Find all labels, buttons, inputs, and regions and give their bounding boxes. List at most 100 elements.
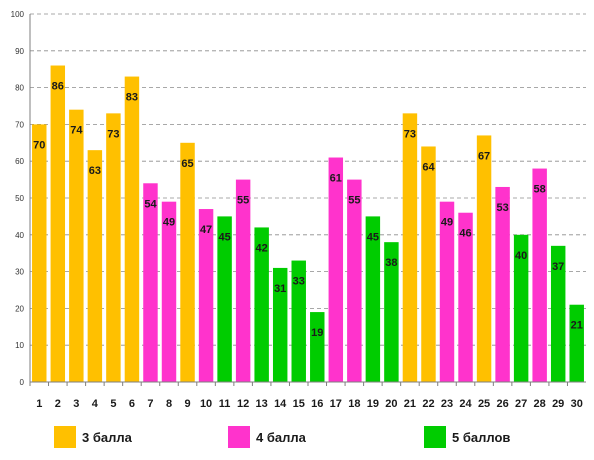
data-label-27: 40 — [515, 250, 527, 262]
x-tick-label-1: 1 — [36, 398, 42, 410]
bar-11 — [217, 216, 232, 382]
data-label-15: 33 — [293, 276, 305, 288]
bar-6 — [124, 76, 140, 382]
data-label-28: 58 — [534, 184, 546, 196]
legend-item-5: 5 баллов — [424, 424, 510, 450]
x-tick-label-13: 13 — [256, 398, 268, 410]
y-tick-label-100: 100 — [11, 10, 25, 19]
bar-30 — [569, 304, 584, 382]
bar-20 — [384, 242, 399, 382]
bar-26 — [495, 186, 510, 382]
x-tick-label-22: 22 — [422, 398, 434, 410]
bar-9 — [180, 142, 195, 382]
bar-23 — [439, 201, 455, 382]
data-label-25: 67 — [478, 150, 490, 162]
x-tick-label-11: 11 — [219, 398, 231, 410]
data-label-5: 73 — [107, 128, 119, 140]
x-tick-label-27: 27 — [515, 398, 527, 410]
data-label-21: 73 — [404, 128, 416, 140]
bar-12 — [235, 179, 251, 382]
x-tick-label-21: 21 — [404, 398, 416, 410]
bar-13 — [254, 227, 269, 382]
data-label-14: 31 — [274, 283, 286, 295]
x-tick-label-6: 6 — [129, 398, 135, 410]
data-label-20: 38 — [385, 257, 397, 269]
x-tick-label-20: 20 — [385, 398, 397, 410]
data-label-7: 54 — [144, 198, 157, 210]
data-label-13: 42 — [256, 242, 268, 254]
bar-8 — [161, 201, 177, 382]
y-tick-label-40: 40 — [15, 231, 24, 240]
x-tick-label-9: 9 — [184, 398, 190, 410]
bar-16 — [310, 312, 325, 382]
data-label-8: 49 — [163, 217, 175, 229]
x-tick-label-3: 3 — [73, 398, 79, 410]
data-label-2: 86 — [52, 81, 64, 93]
x-tick-label-14: 14 — [274, 398, 287, 410]
legend-item-4: 4 балла — [228, 424, 306, 450]
data-label-11: 45 — [218, 231, 230, 243]
y-tick-label-70: 70 — [15, 120, 24, 129]
legend-label-3: 3 балла — [82, 429, 132, 445]
bar-24 — [458, 212, 473, 382]
x-tick-label-15: 15 — [293, 398, 305, 410]
data-label-23: 49 — [441, 217, 453, 229]
data-label-26: 53 — [496, 202, 508, 214]
x-tick-label-5: 5 — [110, 398, 116, 410]
bar-19 — [365, 216, 381, 382]
bars: 70 86 74 63 73 83 54 49 65 47 45 55 42 31 33 19 61 55 45 38… — [32, 65, 584, 383]
data-label-3: 74 — [70, 125, 83, 137]
data-label-22: 64 — [422, 161, 435, 173]
bar-21 — [402, 113, 418, 383]
y-tick-label-50: 50 — [15, 194, 24, 203]
bar-29 — [550, 245, 566, 382]
data-label-29: 37 — [552, 261, 564, 273]
bar-3 — [69, 109, 84, 383]
data-label-17: 61 — [330, 173, 342, 185]
data-label-16: 19 — [311, 327, 323, 339]
bar-5 — [106, 113, 121, 383]
x-tick-label-8: 8 — [166, 398, 172, 410]
bar-14 — [272, 267, 288, 382]
x-tick-label-25: 25 — [478, 398, 490, 410]
data-label-4: 63 — [89, 165, 101, 177]
data-label-6: 83 — [126, 92, 138, 104]
data-label-9: 65 — [181, 158, 193, 170]
x-tick-label-2: 2 — [55, 398, 61, 410]
x-tick-label-23: 23 — [441, 398, 453, 410]
x-tick-label-18: 18 — [348, 398, 360, 410]
bar-17 — [328, 157, 344, 382]
y-tick-label-10: 10 — [15, 341, 24, 350]
x-tick-label-19: 19 — [367, 398, 379, 410]
bar-27 — [513, 234, 529, 382]
x-tick-label-10: 10 — [200, 398, 212, 410]
y-tick-label-60: 60 — [15, 157, 24, 166]
gridlines — [30, 13, 586, 346]
x-tick-label-24: 24 — [459, 398, 472, 410]
bar-15 — [291, 260, 306, 382]
bar-2 — [50, 65, 66, 383]
x-tick-label-4: 4 — [92, 398, 99, 410]
x-tick-label-7: 7 — [147, 398, 153, 410]
legend-swatch-4 — [228, 426, 250, 448]
data-label-18: 55 — [348, 195, 360, 207]
bar-1 — [32, 124, 47, 383]
legend-item-3: 3 балла — [54, 424, 132, 450]
legend: 3 балла 4 балла 5 баллов — [0, 424, 594, 454]
y-tick-label-20: 20 — [15, 304, 24, 313]
data-label-12: 55 — [237, 195, 249, 207]
bar-10 — [198, 209, 214, 382]
data-label-24: 46 — [459, 228, 471, 240]
bar-7 — [143, 183, 158, 382]
y-tick-label-0: 0 — [20, 378, 25, 387]
y-tick-label-90: 90 — [15, 47, 24, 56]
x-tick-label-17: 17 — [330, 398, 342, 410]
data-label-10: 47 — [200, 224, 212, 236]
legend-label-4: 4 балла — [256, 429, 306, 445]
legend-swatch-5 — [424, 426, 446, 448]
x-tick-label-16: 16 — [311, 398, 323, 410]
bar-28 — [532, 168, 547, 382]
data-label-1: 70 — [33, 139, 45, 151]
bar-18 — [347, 179, 362, 382]
